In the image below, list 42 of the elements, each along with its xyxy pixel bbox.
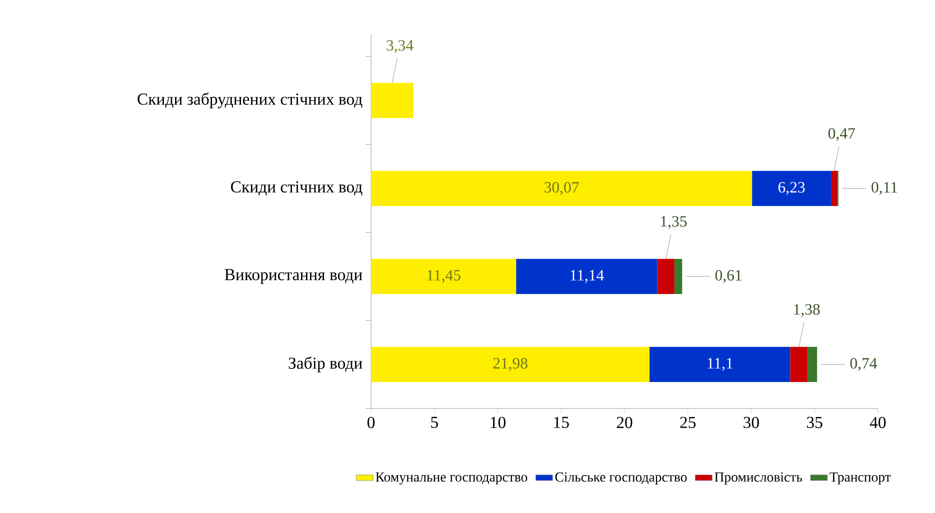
bar	[657, 258, 674, 294]
x-tick-label: 10	[490, 416, 506, 428]
bar	[516, 258, 658, 294]
legend-label: Транспорт	[830, 472, 891, 485]
data-label: 30,07	[544, 182, 579, 195]
bar	[371, 82, 414, 118]
x-tick-label: 35	[806, 416, 822, 428]
x-tick-label: 40	[870, 416, 886, 428]
legend-label: Сільське господарство	[555, 472, 687, 485]
legend-label: Комунальне господарство	[376, 472, 528, 485]
x-tick-label: 30	[744, 416, 759, 428]
bar	[371, 346, 650, 382]
y-tick-label: Скиди забруднених стічних вод	[138, 92, 362, 108]
y-tick-label: Використання води	[224, 269, 362, 284]
bar	[831, 170, 837, 206]
x-tick-label: 20	[616, 416, 632, 428]
x-tick-label: 15	[554, 416, 569, 428]
y-tick-label: Скиди стічних вод	[230, 181, 362, 196]
data-label: 6,23	[778, 182, 805, 195]
x-tick-label: 5	[431, 416, 438, 428]
data-label: 11,14	[570, 270, 604, 283]
bar	[790, 346, 808, 382]
x-tick-label: 0	[368, 416, 375, 428]
data-label: 0,47	[828, 128, 855, 142]
data-label: 11,1	[708, 358, 732, 371]
bar	[371, 170, 752, 206]
data-label: 1,35	[661, 216, 687, 230]
legend-label: Промисловість	[714, 472, 802, 485]
bar	[752, 170, 832, 206]
data-label: 0,11	[872, 182, 898, 195]
data-label: 3,34	[386, 40, 414, 54]
y-tick-label: Забір води	[288, 356, 362, 372]
bar	[650, 346, 790, 382]
data-label: 0,74	[850, 358, 878, 372]
x-tick-label: 25	[680, 416, 696, 428]
bar	[371, 258, 516, 294]
data-label: 1,38	[794, 304, 820, 318]
data-label: 21,98	[493, 358, 528, 372]
data-label: 11,45	[428, 270, 460, 283]
data-label: 0,61	[715, 270, 742, 283]
bar	[808, 346, 818, 382]
bar	[674, 258, 682, 294]
